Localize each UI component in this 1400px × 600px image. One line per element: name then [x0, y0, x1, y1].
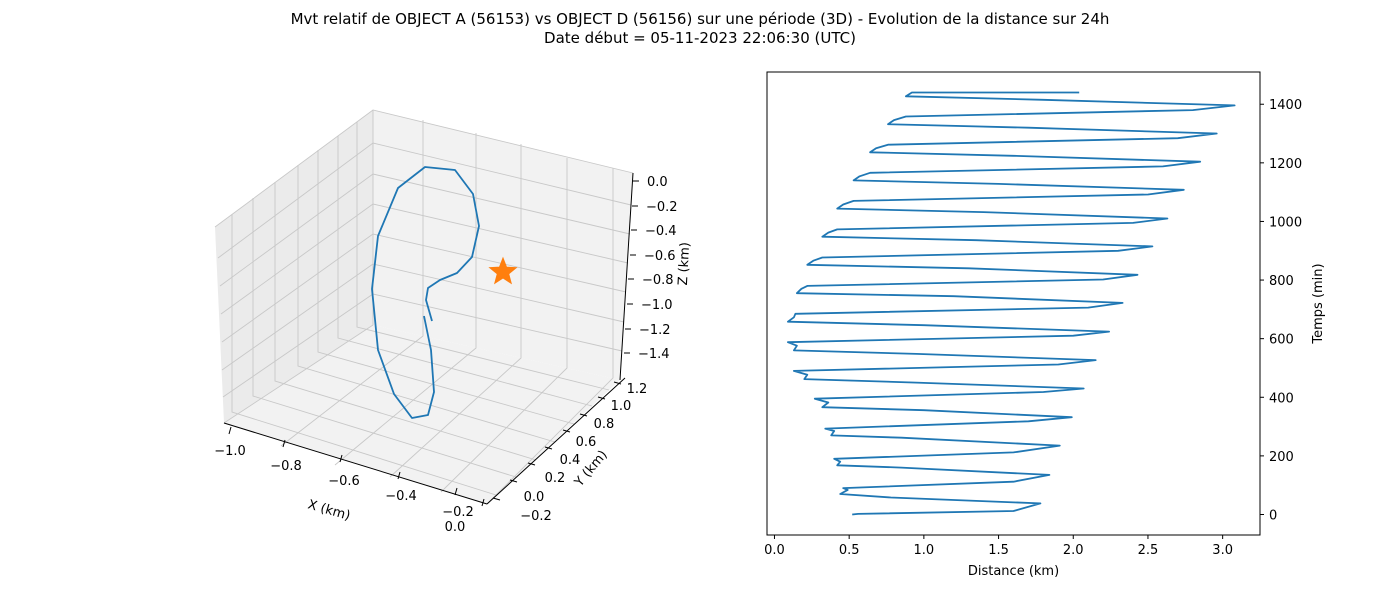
y-tick-mark [597, 396, 606, 400]
grid-line-3d [486, 168, 614, 505]
y-tick-mark [509, 479, 518, 483]
y-tick-label: −0.2 [520, 509, 552, 524]
z-tick-label: −0.8 [642, 273, 674, 288]
figure-title-line-1: Mvt relatif de OBJECT A (56153) vs OBJEC… [290, 10, 1110, 28]
x-tick-label: 0.0 [445, 520, 466, 535]
x-tick-label: 0.0 [764, 543, 785, 558]
grid-line-3d [356, 122, 610, 391]
y-axis-line [486, 377, 626, 505]
x-tick-label: 2.5 [1138, 543, 1159, 558]
x-tick-label: −1.0 [214, 444, 246, 459]
grid-line-3d [317, 150, 575, 425]
x-tick-mark [454, 487, 458, 496]
z-tick-label: 0.0 [647, 175, 668, 190]
y-tick-label: 200 [1269, 450, 1294, 465]
y-tick-mark [492, 497, 501, 501]
x-tick-label: −0.2 [442, 505, 474, 520]
y-tick-label: 0.2 [545, 471, 566, 486]
z-tick-label: −1.2 [639, 323, 671, 338]
x-tick-mark [282, 439, 286, 448]
x-axis-title: X (km) [306, 497, 352, 523]
x-tick-label: −0.8 [270, 459, 302, 474]
x-tick-label: 1.5 [988, 543, 1009, 558]
y-tick-label: 1400 [1269, 98, 1302, 113]
chart-distance-time: 0.0 0.5 1.0 1.5 2.0 2.5 3.0 0 200 400 600 800 1000 12… [764, 71, 1326, 579]
trajectory-line [371, 166, 480, 419]
grid-line-3d [389, 144, 522, 478]
y-tick-label: 1000 [1269, 215, 1302, 230]
z-tick-label: −1.4 [638, 347, 670, 362]
y-tick-mark [562, 429, 571, 433]
x-tick-label: −0.6 [328, 474, 360, 489]
z-tick-label: −1.0 [641, 298, 673, 313]
x-tick-label: 3.0 [1212, 543, 1233, 558]
grid-line-3d [440, 158, 568, 493]
grid-line-3d [280, 120, 424, 447]
distance-series-line [787, 91, 1236, 516]
y-tick-label: 0.8 [594, 417, 615, 432]
y-tick-label: 800 [1269, 274, 1294, 289]
grid-line-3d [231, 214, 497, 496]
x-tick-label: −0.4 [385, 489, 417, 504]
figure-title: Mvt relatif de OBJECT A (56153) vs OBJEC… [0, 10, 1400, 48]
x-axis-title: Distance (km) [968, 564, 1059, 579]
x-tick-label: 0.5 [839, 543, 860, 558]
x-axis-line [223, 422, 488, 505]
x-tick-mark [228, 426, 232, 435]
x-tick-label: 2.0 [1063, 543, 1084, 558]
pane-left [215, 110, 373, 423]
pane-floor [224, 325, 620, 504]
x-tick-label: 1.0 [914, 543, 935, 558]
origin-star-marker [488, 256, 518, 285]
y-tick-label: 1.2 [627, 382, 648, 397]
y-tick-label: 0.6 [576, 435, 597, 450]
y-tick-mark [544, 446, 553, 450]
z-axis-line [619, 172, 634, 381]
y-tick-label: 600 [1269, 333, 1294, 348]
z-tick-label: −0.2 [646, 200, 678, 215]
chart-3d-trajectory: −1.0−0.8−0.6−0.4−0.20.0−0.20.00.20.40.60… [214, 109, 693, 535]
grid-line-3d [337, 136, 593, 407]
z-tick-label: −0.6 [644, 249, 676, 264]
y-tick-mark [579, 413, 588, 417]
grid-line-3d [223, 110, 374, 424]
z-axis-title: Z (km) [676, 242, 693, 286]
y-tick-label: 0 [1269, 508, 1277, 523]
y-tick-mark [527, 462, 536, 466]
grid-line-3d [274, 182, 537, 461]
y-tick-label: 1200 [1269, 157, 1302, 172]
z-tick-label: −0.4 [645, 224, 677, 239]
figure-title-line-2: Date début = 05-11-2023 22:06:30 (UTC) [544, 29, 856, 47]
y-tick-mark [613, 381, 622, 385]
y-tick-label: 1.0 [611, 399, 632, 414]
x-tick-mark [481, 498, 485, 507]
grid-line-3d [252, 198, 517, 478]
y-tick-label: 0.4 [560, 453, 581, 468]
x-tick-mark [339, 454, 343, 463]
x-tick-mark [397, 471, 401, 480]
grid-line-3d [297, 165, 556, 443]
grid-line-3d [334, 133, 477, 466]
y-tick-label: 400 [1269, 391, 1294, 406]
y-tick-label: 0.0 [524, 490, 545, 505]
y-axis-title: Temps (min) [1311, 263, 1326, 344]
pane-back [373, 110, 633, 380]
